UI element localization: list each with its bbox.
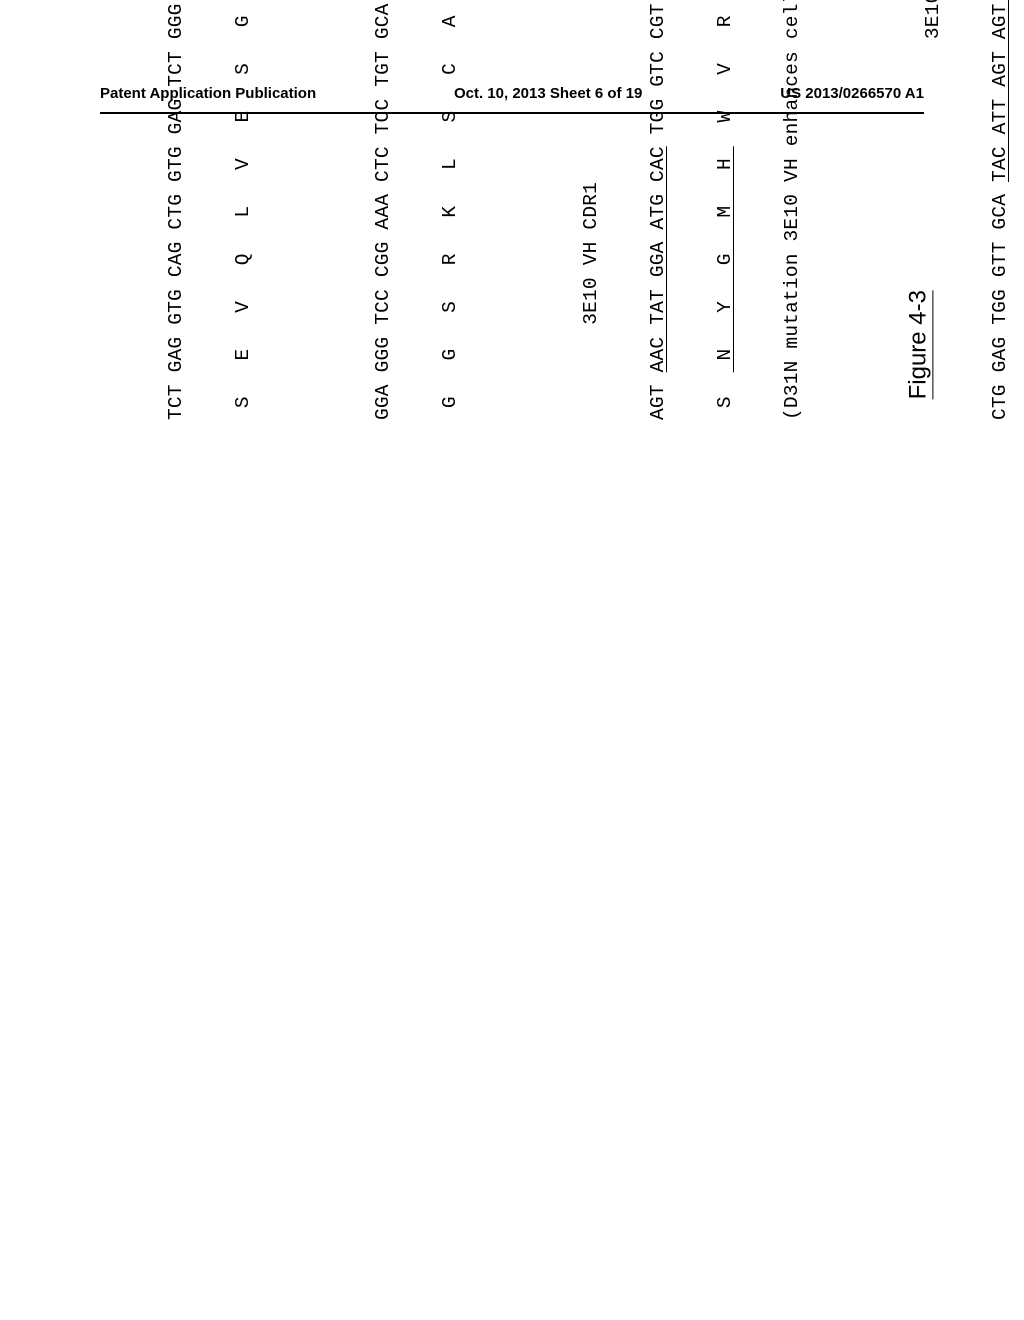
seq-block-2: 3E10 VH CDR1 AGT AAC TAT GGA ATG CAC TGG… xyxy=(535,0,849,420)
aa-row: G G S R K L S C A A S G F T F xyxy=(439,0,461,420)
seq-block-3: 3E10 VH CDR2 CTG GAG TGG GTT GCA TAC ATT… xyxy=(877,0,1024,420)
cdr-annotation: 3E10 VH CDR2 xyxy=(922,0,944,420)
sequence-area: TCT GAG GTG CAG CTG GTG GAG TCT GGG GGA … xyxy=(120,0,1024,420)
aa-row: S E V Q L V E S G G G L V K P xyxy=(232,0,254,420)
seq-block-1: GGA GGG TCC CGG AAA CTC TCC TGT GCA GCC … xyxy=(327,0,506,420)
cdr1-aa: N Y G M H xyxy=(714,146,736,372)
codon-row: AGT AAC TAT GGA ATG CAC TGG GTC CGT CAG … xyxy=(647,0,669,420)
cdr1-codons: AAC TAT GGA ATG CAC xyxy=(647,146,669,372)
codon-row: GGA GGG TCC CGG AAA CTC TCC TGT GCA GCC … xyxy=(372,0,394,420)
cdr2-codons: TAC ATT AGT AGT GGC AGT AGT ACC ATC TAC xyxy=(989,0,1011,182)
aa-row: S N Y G M H W V R Q A P E K G xyxy=(714,0,736,420)
codon-row: CTG GAG TGG GTT GCA TAC ATT AGT AGT GGC … xyxy=(989,0,1011,420)
codon-row: TCT GAG GTG CAG CTG GTG GAG TCT GGG GGA … xyxy=(165,0,187,420)
mutation-note: (D31N mutation 3E10 VH enhances cell pen… xyxy=(781,0,803,420)
cdr-annotation: 3E10 VH CDR1 xyxy=(580,0,602,420)
seq-block-0: TCT GAG GTG CAG CTG GTG GAG TCT GGG GGA … xyxy=(120,0,299,420)
